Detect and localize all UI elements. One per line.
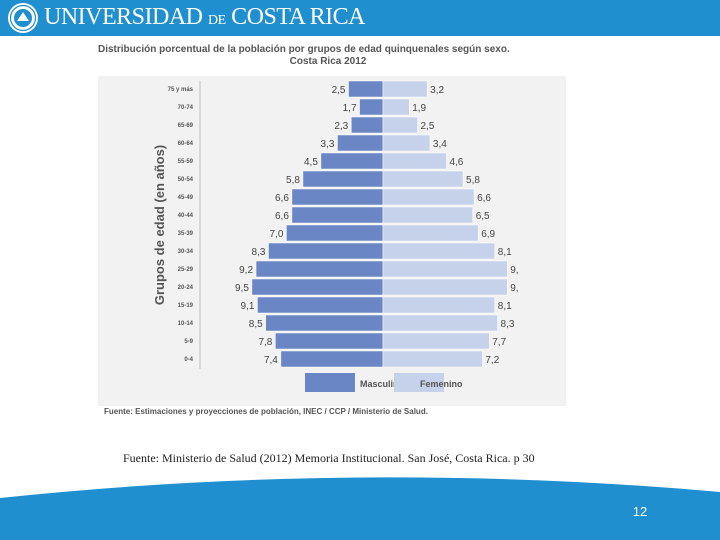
tick-label: 65-69 — [178, 123, 194, 129]
data-label-femenino: 4,6 — [449, 157, 463, 168]
data-label-masculino: 2,5 — [332, 85, 346, 96]
data-label-masculino: 1,7 — [343, 103, 357, 114]
y-axis-label: Grupos de edad (en años) — [152, 145, 167, 305]
data-label-femenino: 9, — [510, 283, 518, 294]
bar-femenino — [382, 296, 496, 314]
bar-femenino — [382, 170, 464, 188]
data-label-masculino: 4,5 — [304, 157, 318, 168]
data-label-masculino: 7,4 — [264, 355, 278, 366]
bar-femenino — [382, 224, 479, 242]
tick-label: 75 y más — [168, 87, 194, 93]
tick-label: 25-29 — [178, 267, 194, 273]
bar-femenino — [382, 116, 418, 134]
data-label-masculino: 6,6 — [275, 211, 289, 222]
data-label-femenino: 3,4 — [433, 139, 447, 150]
tick-label: 30-34 — [178, 249, 194, 255]
university-name: UNIVERSIDAD DE COSTA RICA — [44, 4, 365, 30]
university-seal-icon — [8, 3, 38, 33]
page-number: 12 — [632, 504, 648, 519]
tick-label: 0-4 — [184, 357, 193, 363]
data-label-masculino: 5,8 — [286, 175, 300, 186]
bar-masculino — [359, 98, 384, 116]
chart-title: Distribución porcentual de la población … — [98, 44, 510, 55]
bar-masculino — [280, 350, 384, 368]
data-label-femenino: 7,7 — [492, 337, 506, 348]
chart-subtitle: Costa Rica 2012 — [289, 56, 367, 67]
data-label-masculino: 9,1 — [241, 301, 255, 312]
chart-plot-area: 75 y más 70-74 65-69 60-64 55-59 50-54 45-49 40… — [98, 76, 566, 448]
bar-masculino — [291, 188, 384, 206]
tick-label: 60-64 — [178, 141, 194, 147]
data-label-femenino: 8,1 — [498, 301, 512, 312]
tick-label: 15-19 — [178, 303, 194, 309]
bar-masculino — [268, 242, 384, 260]
tick-label: 35-39 — [178, 231, 194, 237]
citation-text: Fuente: Ministerio de Salud (2012) Memor… — [123, 451, 535, 465]
chart-source-note: Fuente: Estimaciones y proyecciones de p… — [104, 407, 428, 416]
data-label-masculino: 3,3 — [321, 139, 335, 150]
bar-femenino — [382, 332, 490, 350]
bar-femenino — [382, 98, 410, 116]
chart-figure: Distribución porcentual de la población … — [98, 44, 578, 424]
data-label-masculino: 2,3 — [334, 121, 348, 132]
bar-masculino — [265, 314, 384, 332]
data-label-femenino: 6,9 — [481, 229, 495, 240]
bar-masculino — [320, 152, 384, 170]
header-bar: UNIVERSIDAD DE COSTA RICA — [0, 0, 720, 36]
population-pyramid: 75 y más 70-74 65-69 60-64 55-59 50-54 45-49 40… — [98, 76, 566, 406]
bar-masculino — [351, 116, 384, 134]
legend-swatch-femenino — [394, 373, 444, 392]
legend-label-masculino: Masculino — [360, 379, 405, 389]
bar-masculino — [337, 134, 384, 152]
bar-masculino — [257, 296, 384, 314]
bar-masculino — [291, 206, 384, 224]
bar-femenino — [382, 206, 473, 224]
data-label-masculino: 8,3 — [252, 247, 266, 258]
tick-label: 40-44 — [178, 213, 194, 219]
data-label-femenino: 9, — [510, 265, 518, 276]
data-label-masculino: 9,2 — [239, 265, 253, 276]
data-label-femenino: 3,2 — [430, 85, 444, 96]
data-label-femenino: 8,1 — [498, 247, 512, 258]
tick-label: 5-9 — [184, 339, 193, 345]
data-label-femenino: 6,5 — [476, 211, 490, 222]
tick-label: 70-74 — [178, 105, 194, 111]
bar-masculino — [255, 260, 384, 278]
bar-masculino — [302, 170, 384, 188]
bar-femenino — [382, 242, 496, 260]
data-label-masculino: 9,5 — [235, 283, 249, 294]
bar-femenino — [382, 350, 483, 368]
bar-masculino — [286, 224, 384, 242]
bar-femenino — [382, 80, 428, 98]
data-label-femenino: 8,3 — [501, 319, 515, 330]
data-label-femenino: 5,8 — [466, 175, 480, 186]
bar-masculino — [251, 278, 384, 296]
bar-masculino — [348, 80, 384, 98]
data-label-femenino: 2,5 — [421, 121, 435, 132]
tick-label: 55-59 — [178, 159, 194, 165]
bar-masculino — [275, 332, 384, 350]
data-label-femenino: 7,2 — [485, 355, 499, 366]
data-label-masculino: 6,6 — [275, 193, 289, 204]
data-label-femenino: 1,9 — [412, 103, 426, 114]
bar-femenino — [382, 314, 498, 332]
legend-swatch-masculino — [305, 373, 355, 392]
bar-femenino — [382, 188, 475, 206]
bar-femenino — [382, 152, 447, 170]
tick-label: 50-54 — [178, 177, 194, 183]
bar-femenino — [382, 134, 431, 152]
footer-swoosh — [0, 477, 720, 540]
legend-label-femenino: Femenino — [420, 379, 463, 389]
data-label-masculino: 7,8 — [258, 337, 272, 348]
data-label-masculino: 8,5 — [249, 319, 263, 330]
data-label-masculino: 7,0 — [269, 229, 283, 240]
bar-femenino — [382, 260, 508, 278]
tick-label: 10-14 — [178, 321, 194, 327]
bar-femenino — [382, 278, 508, 296]
tick-label: 45-49 — [178, 195, 194, 201]
tick-label: 20-24 — [178, 285, 194, 291]
data-label-femenino: 6,6 — [477, 193, 491, 204]
